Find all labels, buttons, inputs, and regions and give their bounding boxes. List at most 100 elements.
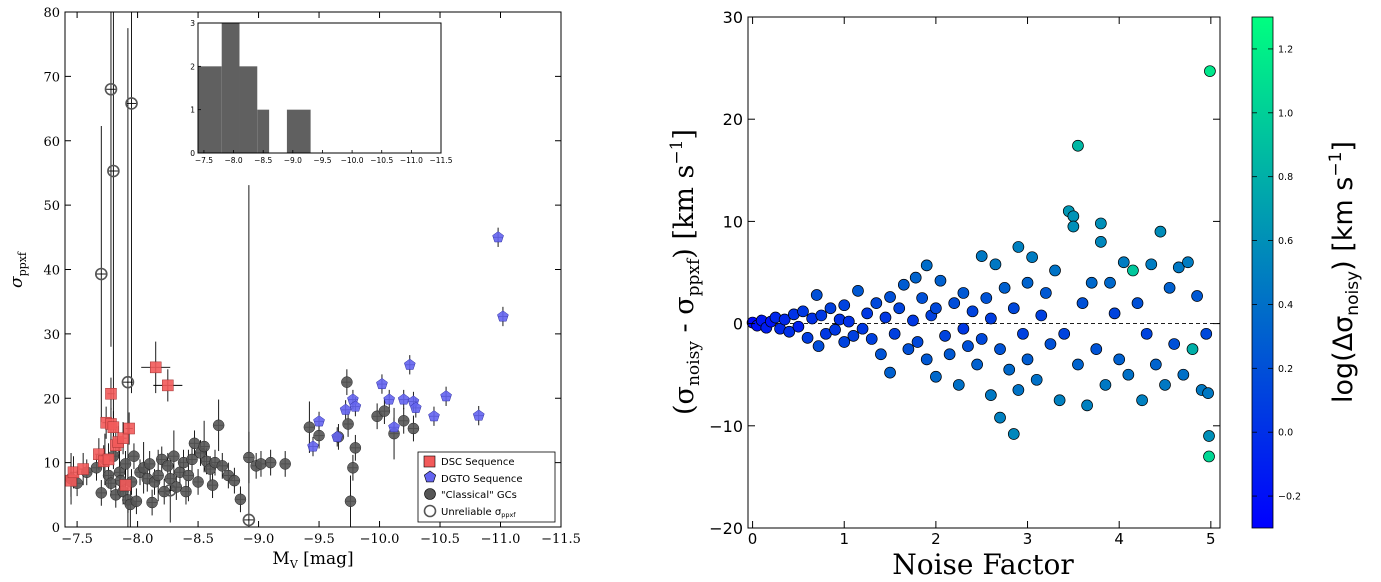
noise-point — [1122, 368, 1135, 381]
noise-point — [861, 307, 873, 320]
noise-point — [1136, 394, 1148, 407]
noise-point — [838, 299, 851, 312]
noise-point — [989, 258, 1002, 271]
colorbar-tick-label: 0.6 — [1278, 236, 1293, 247]
colorbar-label: log(Δσnoisy) [km s−1] — [1326, 141, 1363, 403]
noise-point — [1067, 210, 1080, 223]
dsc-point — [102, 453, 115, 466]
noise-point — [1099, 379, 1112, 391]
classical-gc-point — [347, 462, 359, 474]
dgto-point — [383, 393, 395, 405]
left-y-axis-label-main: σ — [7, 276, 27, 288]
dsc-point — [149, 361, 162, 374]
classical-gc-point — [313, 429, 325, 442]
inset-x-tick-label: −11.0 — [400, 156, 423, 165]
noise-point — [934, 274, 947, 287]
left-x-tick-label: −10.5 — [420, 532, 460, 547]
legend: DSC Sequence DGTO Sequence "Classical" G… — [417, 451, 556, 523]
classical-gc-point — [186, 453, 198, 466]
noise-point — [1191, 290, 1203, 302]
right-data-points — [746, 65, 1216, 463]
left-y-axis-label: σppxf — [7, 251, 29, 288]
right-plot-frame — [747, 16, 1221, 529]
inset-x-tick-label: −7.5 — [195, 156, 213, 165]
noise-point — [930, 302, 942, 315]
legend-label-dsc: DSC Sequence — [441, 457, 515, 468]
dgto-point — [410, 401, 422, 413]
classical-gc-point — [243, 451, 255, 464]
left-x-tick-label: −9.0 — [243, 532, 275, 547]
classical-gc-point — [344, 495, 357, 507]
noise-point — [909, 271, 922, 284]
right-y-axis-label-sub1: noisy — [684, 341, 704, 386]
noise-point — [1076, 297, 1089, 310]
noise-point — [911, 336, 924, 348]
noise-point — [975, 333, 988, 345]
noise-point — [1104, 276, 1116, 289]
inset-y-tick-label: 1 — [190, 106, 195, 115]
noise-point — [907, 314, 919, 327]
unreliable-point — [242, 513, 256, 527]
classical-gc-point — [349, 442, 362, 454]
noise-point — [810, 289, 823, 301]
classical-gc-point — [264, 456, 277, 469]
classical-gc-point — [162, 460, 174, 472]
left-x-axis-label-sub: V — [289, 558, 299, 571]
noise-point — [1177, 368, 1190, 381]
dgto-point — [397, 393, 410, 405]
legend-label-unreliable-sub: ppxf — [501, 511, 516, 519]
noise-point — [1145, 258, 1158, 271]
noise-point — [1159, 379, 1171, 391]
colorbar-tick-label: 1.2 — [1278, 44, 1293, 55]
classical-gc-point — [168, 450, 180, 462]
left-x-tick-label: −8.0 — [122, 532, 154, 547]
right-y-axis-label-main: (σ — [669, 386, 700, 415]
noise-point — [1067, 220, 1080, 233]
noise-point — [1168, 338, 1181, 350]
colorbar-label-sup: −1 — [1326, 152, 1346, 177]
right-y-axis-label: (σnoisy - σppxf) [km s−1] — [667, 129, 704, 415]
legend-label-classical: "Classical" GCs — [441, 490, 517, 501]
noise-point — [1021, 353, 1034, 366]
classical-gc-point — [206, 479, 219, 491]
noise-point — [1085, 276, 1098, 289]
noise-point — [930, 370, 942, 383]
inset-x-tick-label: −9.0 — [284, 156, 302, 165]
dgto-point — [440, 390, 452, 402]
colorbar-tick-label: 0.4 — [1278, 300, 1293, 311]
left-x-axis-label: MV [mag] — [272, 549, 353, 571]
right-y-axis-label-end: ] — [669, 129, 700, 140]
right-y-tick-label: 10 — [723, 212, 743, 231]
right-y-axis-label-sup: −1 — [667, 140, 687, 165]
classical-gc-point — [105, 477, 117, 489]
noise-point — [1202, 387, 1214, 399]
unreliable-point — [125, 97, 138, 110]
noise-point — [838, 336, 851, 348]
legend-label-dgto: DGTO Sequence — [441, 474, 523, 485]
noise-point — [1127, 264, 1139, 277]
right-x-ticks: 0 1 2 3 4 5 — [748, 17, 1216, 548]
inset-x-tick-label: −11.5 — [430, 156, 453, 165]
noise-point — [994, 411, 1006, 424]
left-x-axis-label-main: M — [272, 549, 289, 569]
dgto-point — [388, 421, 400, 433]
classical-gc-point — [212, 419, 225, 432]
right-y-tick-label: 0 — [733, 315, 743, 334]
dgto-point — [497, 310, 509, 322]
dgto-point — [307, 440, 319, 452]
inset-x-tick-label: −8.0 — [224, 156, 242, 165]
noise-point — [998, 281, 1011, 294]
dsc-point — [123, 422, 135, 435]
colorbar-label-main: log(Δσ — [1328, 316, 1359, 403]
noise-point — [985, 389, 997, 401]
noise-point — [957, 322, 970, 335]
noise-point — [847, 330, 860, 342]
right-x-tick-label: 5 — [1206, 530, 1216, 548]
right-x-tick-label: 1 — [839, 530, 849, 548]
colorbar — [1251, 16, 1274, 529]
noise-point — [1182, 256, 1194, 269]
classical-gc-point — [255, 458, 267, 470]
noise-point — [1058, 327, 1071, 340]
